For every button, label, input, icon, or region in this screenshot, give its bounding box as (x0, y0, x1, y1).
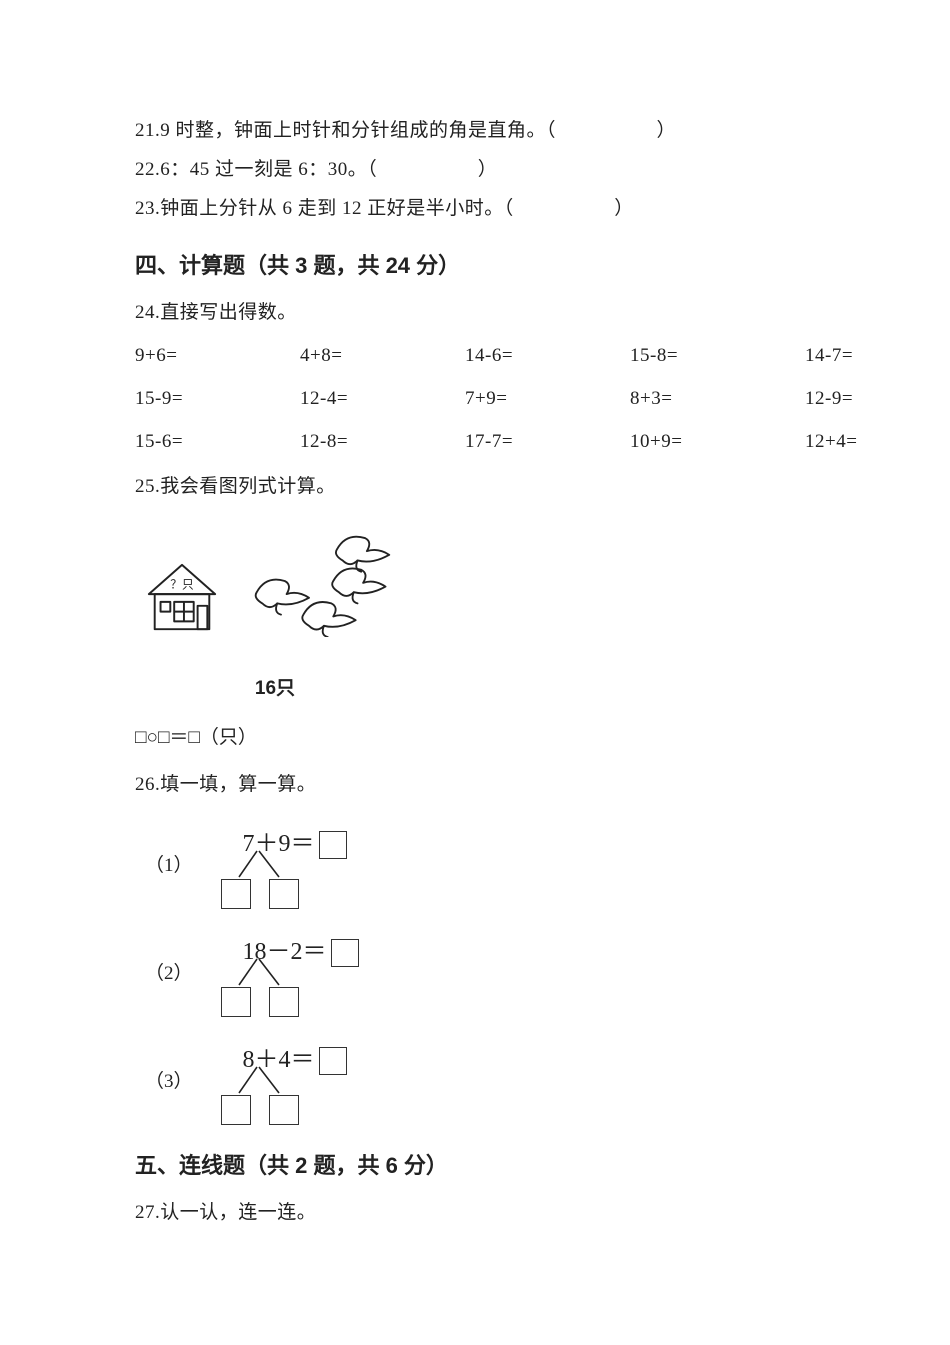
leaf-box[interactable] (221, 987, 251, 1017)
q21-text: 21.9 时整，钟面上时针和分针组成的角是直角。（ (135, 120, 556, 141)
leaf-boxes (221, 987, 299, 1017)
question-22: 22.6：45 过一刻是 6：30。（ ） (135, 151, 820, 188)
calc-cell: 15-9= (135, 380, 300, 417)
calc-cell: 15-8= (630, 337, 805, 374)
sub-num: （3） (145, 1037, 193, 1100)
calc-cell: 14-6= (465, 337, 630, 374)
sub-question-3: （3） 8＋4＝ (145, 1037, 820, 1127)
calc-cell: 17-7= (465, 423, 630, 460)
calc-cell: 7+9= (465, 380, 630, 417)
calc-cell: 12-8= (300, 423, 465, 460)
answer-box[interactable] (319, 1047, 347, 1075)
leaf-box[interactable] (269, 1095, 299, 1125)
q21-close: ） (657, 120, 677, 141)
q23-text: 23.钟面上分针从 6 走到 12 正好是半小时。（ (135, 198, 514, 219)
question-27: 27.认一认，连一连。 (135, 1194, 820, 1231)
calc-cell: 4+8= (300, 337, 465, 374)
number-breakdown: 7＋9＝ (207, 821, 367, 911)
number-breakdown: 8＋4＝ (207, 1037, 367, 1127)
calc-cell: 14-7= (805, 337, 905, 374)
sub-num: （1） (145, 821, 193, 884)
calc-cell: 12+4= (805, 423, 905, 460)
leaf-box[interactable] (221, 879, 251, 909)
calc-cell: 10+9= (630, 423, 805, 460)
question-23: 23.钟面上分针从 6 走到 12 正好是半小时。（ ） (135, 190, 820, 227)
figure-25: ？只 (135, 519, 415, 707)
leaf-boxes (221, 879, 299, 909)
answer-box[interactable] (319, 831, 347, 859)
calculation-grid: 9+6= 4+8= 14-6= 15-8= 14-7= 15-9= 12-4= … (135, 337, 820, 460)
number-breakdown: 18－2＝ (207, 929, 367, 1019)
leaf-box[interactable] (269, 879, 299, 909)
calc-cell: 12-4= (300, 380, 465, 417)
question-25: 25.我会看图列式计算。 (135, 468, 820, 505)
calc-cell: 12-9= (805, 380, 905, 417)
sub-num: （2） (145, 929, 193, 992)
section-5-title: 五、连线题（共 2 题，共 6 分） (135, 1145, 820, 1188)
leaf-box[interactable] (221, 1095, 251, 1125)
worksheet-page: 21.9 时整，钟面上时针和分针组成的角是直角。（ ） 22.6：45 过一刻是… (0, 0, 950, 1293)
split-lines-icon (233, 849, 293, 879)
question-26: 26.填一填，算一算。 (135, 766, 820, 803)
calc-cell: 9+6= (135, 337, 300, 374)
q23-close: ） (614, 198, 634, 219)
leaf-boxes (221, 1095, 299, 1125)
question-24: 24.直接写出得数。 (135, 294, 820, 331)
section-4-title: 四、计算题（共 3 题，共 24 分） (135, 245, 820, 288)
equation-boxes: □○□＝□（只） (135, 719, 820, 756)
house-label: ？只 (170, 579, 194, 592)
brace-icon: ︸ (0, 643, 597, 663)
leaf-box[interactable] (269, 987, 299, 1017)
answer-box[interactable] (331, 939, 359, 967)
sub-question-2: （2） 18－2＝ (145, 929, 820, 1019)
birds-icon (243, 525, 403, 650)
question-21: 21.9 时整，钟面上时针和分针组成的角是直角。（ ） (135, 112, 820, 149)
house-icon: ？只 (143, 559, 221, 650)
split-lines-icon (233, 1065, 293, 1095)
sub-question-1: （1） 7＋9＝ (145, 821, 820, 911)
brace-total-label: 16只 (135, 670, 415, 707)
q22-text: 22.6：45 过一刻是 6：30。（ (135, 159, 377, 180)
calc-cell: 15-6= (135, 423, 300, 460)
calc-cell: 8+3= (630, 380, 805, 417)
split-lines-icon (233, 957, 293, 987)
q22-close: ） (478, 159, 498, 180)
